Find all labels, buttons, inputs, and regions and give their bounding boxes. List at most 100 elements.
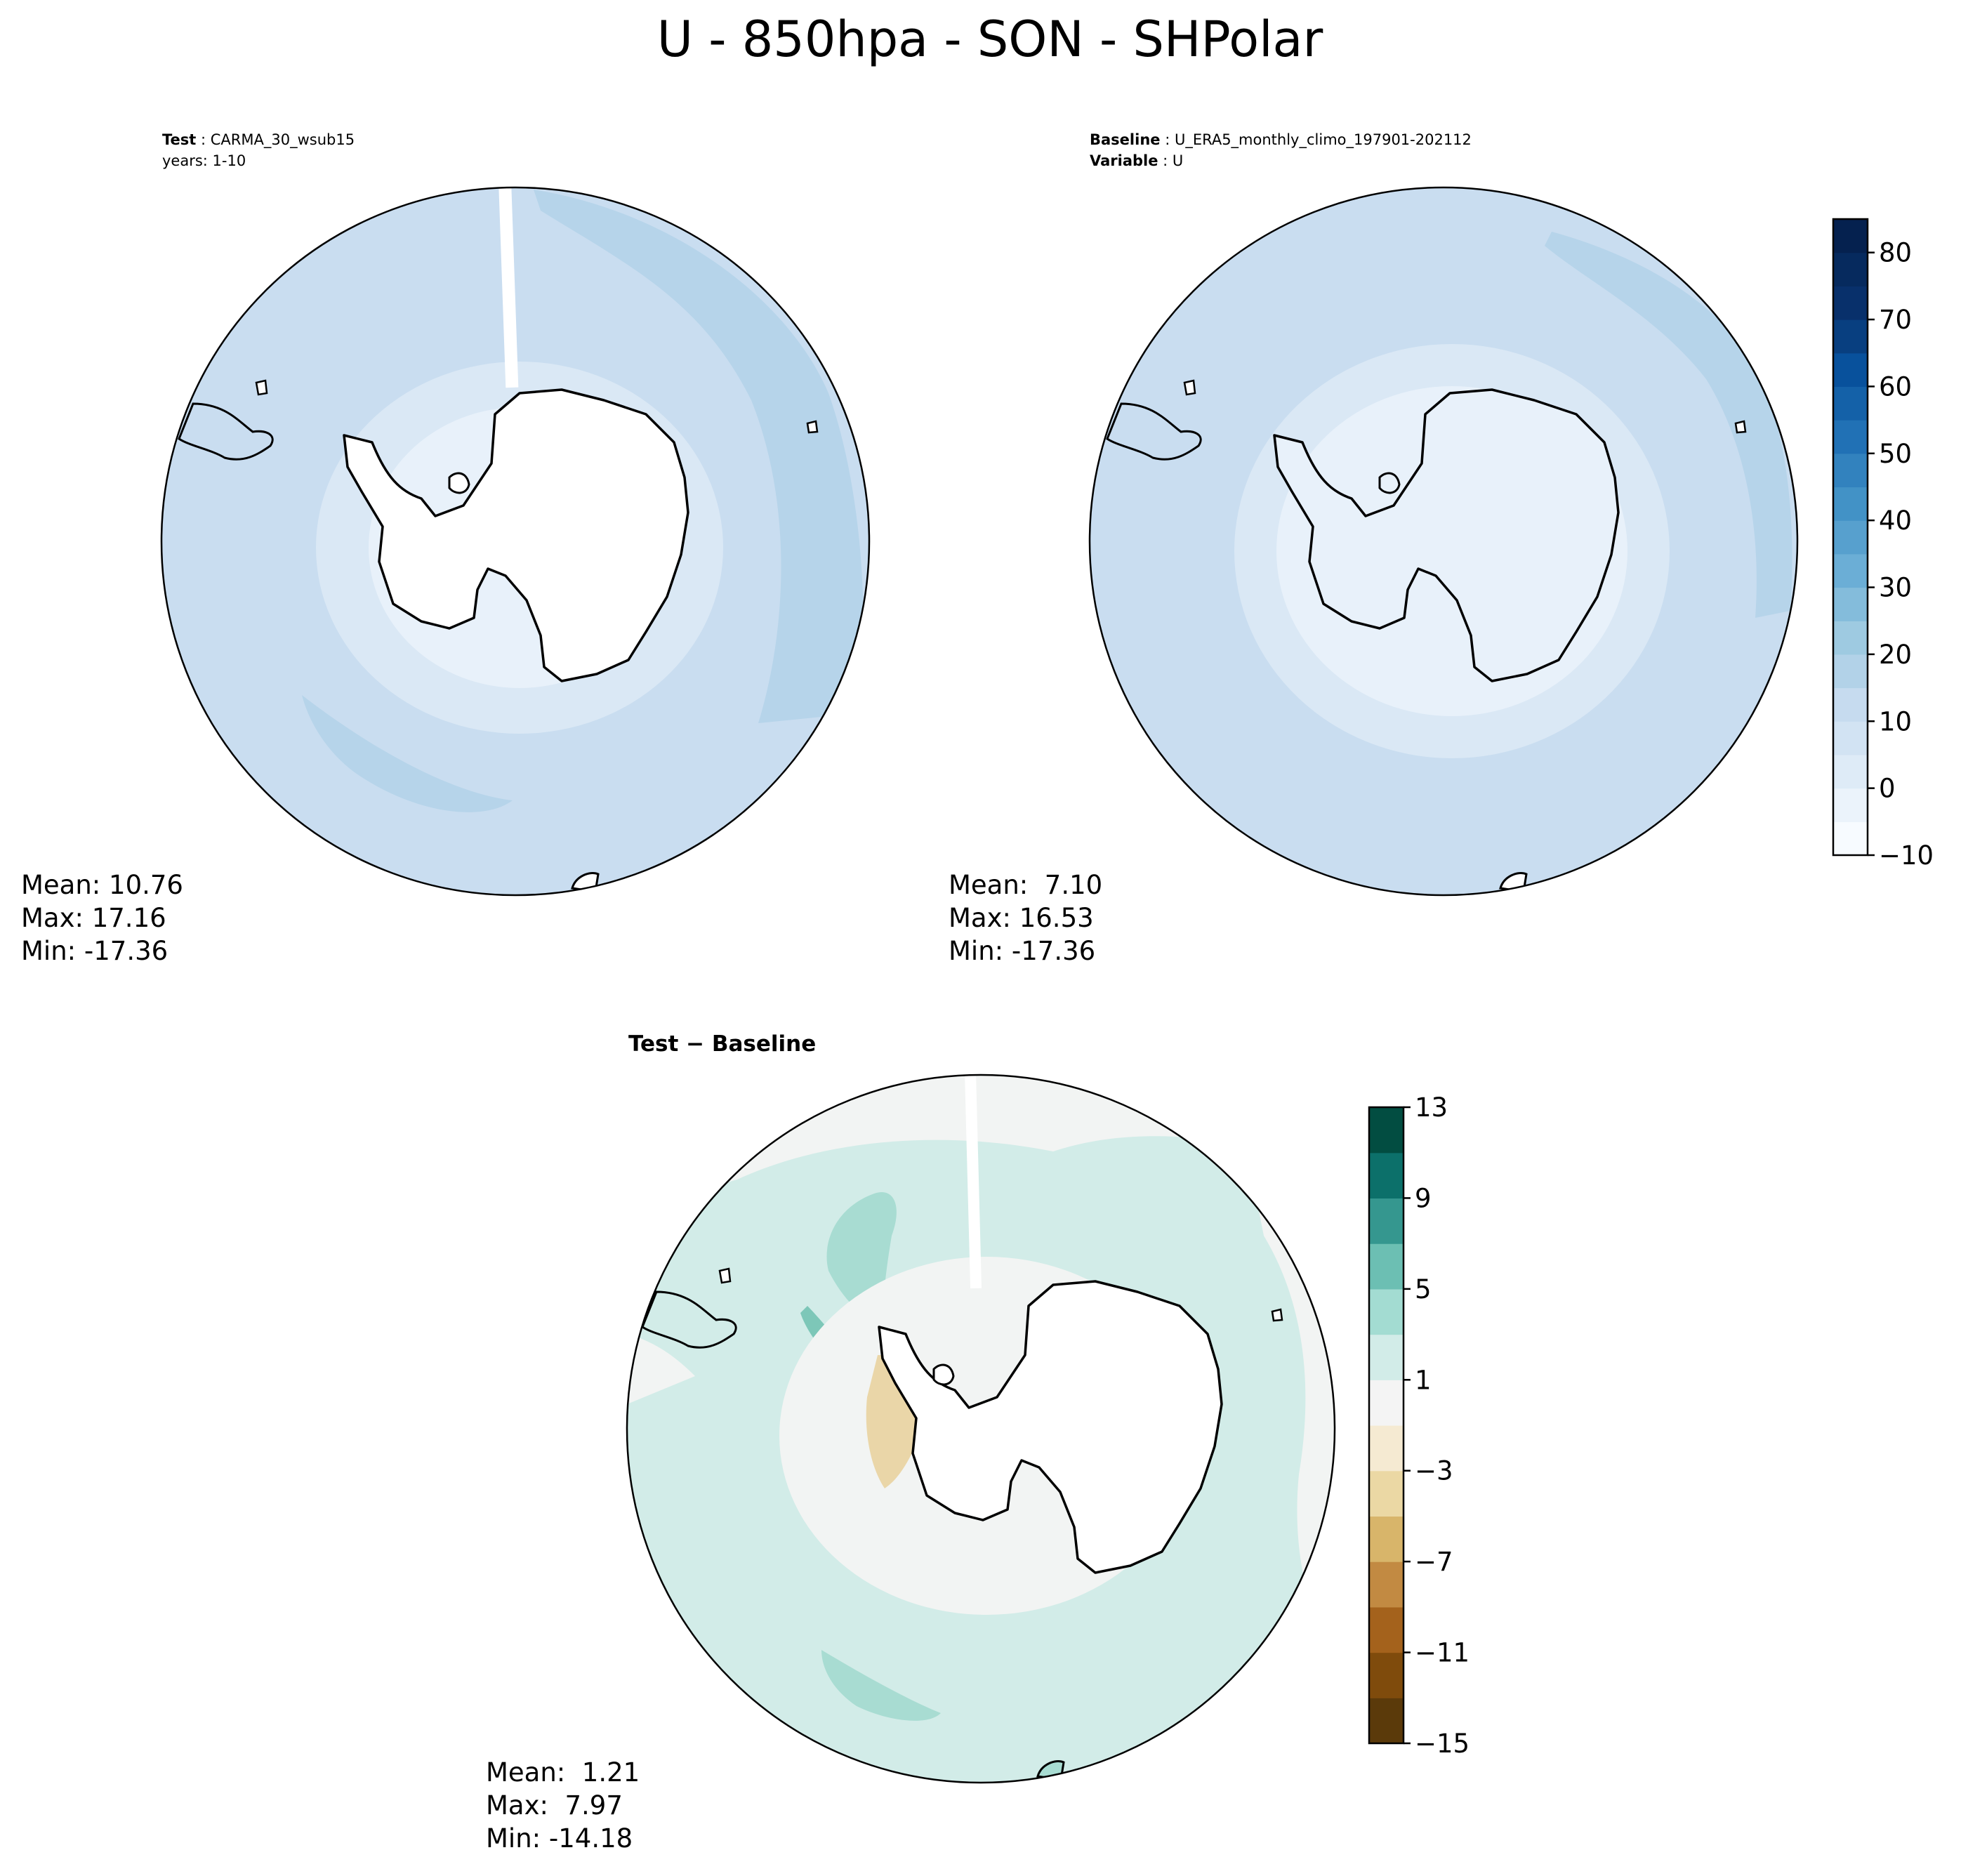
colorbar-bottom-segment — [1369, 1606, 1404, 1653]
baseline-south-america — [1106, 402, 1202, 461]
colorbar-bottom-tick-label: 9 — [1415, 1183, 1432, 1213]
test-header-value: CARMA_30_wsub15 — [211, 131, 355, 149]
colorbar-top-tick-label: 60 — [1879, 371, 1912, 402]
difference-south-america — [641, 1290, 737, 1349]
baseline-header-label: Baseline — [1090, 131, 1161, 148]
baseline-map-field — [1090, 187, 1797, 895]
figure-title: U - 850hpa - SON - SHPolar — [657, 11, 1323, 68]
baseline-antarctica-coast — [1273, 388, 1620, 682]
colorbar-top-tick-label: 0 — [1879, 774, 1896, 804]
panel-baseline: Baseline : U_ERA5_monthly_climo_197901-2… — [949, 131, 1799, 966]
colorbar-top-segment — [1833, 754, 1868, 789]
colorbar-top-segment — [1833, 319, 1868, 354]
colorbar-top-segment — [1833, 420, 1868, 454]
colorbar-bottom-segment — [1369, 1107, 1404, 1154]
colorbar-top-tick-label: 70 — [1879, 305, 1912, 335]
colorbar-bottom-segment — [1369, 1516, 1404, 1562]
colorbar-bottom-segment — [1369, 1561, 1404, 1608]
colorbar-top-segment — [1833, 453, 1868, 488]
test-falklands — [255, 379, 268, 396]
colorbar-bottom-segment — [1369, 1198, 1404, 1244]
test-field-band-high-2 — [302, 695, 513, 812]
colorbar-bottom-ticks: 13 9 5 1 −3 −7 −11 −15 — [1404, 1092, 1470, 1759]
colorbar-top-segment — [1833, 386, 1868, 421]
colorbar-top-segment — [1833, 821, 1868, 856]
colorbar-bottom-tick-label: −11 — [1415, 1638, 1470, 1668]
colorbar-bottom-segment — [1369, 1698, 1404, 1744]
baseline-stat-max: Max: 16.53 — [949, 903, 1094, 933]
test-map-boundary — [160, 186, 871, 897]
colorbar-top-segment — [1833, 487, 1868, 521]
test-header-line1: Test : CARMA_30_wsub15 — [162, 131, 355, 149]
colorbar-top-segment — [1833, 788, 1868, 822]
baseline-island — [1378, 472, 1401, 494]
test-stat-min: Min: -17.36 — [21, 936, 168, 966]
colorbar-bottom-segment — [1369, 1288, 1404, 1335]
baseline-header-line1: Baseline : U_ERA5_monthly_climo_197901-2… — [1090, 131, 1472, 149]
baseline-variable-value: U — [1173, 152, 1183, 169]
difference-stat-min: Min: -14.18 — [486, 1823, 633, 1854]
colorbar-top-tick-label: 40 — [1879, 506, 1912, 536]
difference-stat-mean: Mean: 1.21 — [486, 1757, 640, 1788]
colorbar-top-tick-label: 80 — [1879, 238, 1912, 268]
panel-difference: Test − Baseline Mean: 1.21 Max: 7.97 Min… — [486, 1031, 1336, 1854]
difference-falklands — [718, 1267, 732, 1284]
difference-missing-gap — [964, 1075, 982, 1289]
colorbar-top-tick-label: −10 — [1879, 840, 1934, 871]
colorbar-bottom-segment — [1369, 1470, 1404, 1517]
difference-title: Test − Baseline — [628, 1031, 816, 1057]
colorbar-bottom-tick-label: −15 — [1415, 1729, 1470, 1759]
colorbar-bottom-segment — [1369, 1334, 1404, 1380]
colorbar-top-segment — [1833, 587, 1868, 621]
colorbar-top-segment — [1833, 286, 1868, 320]
difference-kerguelen — [1271, 1308, 1283, 1322]
test-kerguelen — [806, 420, 819, 434]
colorbar-top-tick-label: 10 — [1879, 706, 1912, 736]
colorbar-bottom: 13 9 5 1 −3 −7 −11 −15 — [1368, 1092, 1470, 1759]
colorbar-bottom-segment — [1369, 1425, 1404, 1472]
baseline-stat-mean: Mean: 7.10 — [949, 870, 1102, 900]
baseline-variable-label: Variable — [1090, 152, 1158, 169]
difference-antarctica-coast — [878, 1280, 1223, 1574]
colorbar-top-segment — [1833, 553, 1868, 588]
colorbar-top-frame — [1832, 218, 1869, 857]
test-map-field — [161, 187, 869, 895]
difference-field-neutral-left — [627, 1334, 695, 1404]
colorbar-bottom-tick-label: 13 — [1415, 1092, 1448, 1123]
colorbar-bottom-tick-label: −7 — [1415, 1547, 1453, 1577]
colorbar-bottom-segments — [1369, 1107, 1404, 1744]
colorbar-top-segment — [1833, 687, 1868, 722]
test-island — [448, 472, 470, 494]
test-header-years: years: 1-10 — [162, 152, 246, 169]
colorbar-bottom-segment — [1369, 1380, 1404, 1426]
colorbar-top-segment — [1833, 252, 1868, 286]
colorbar-top-segment — [1833, 219, 1868, 253]
colorbar-top-tick-label: 20 — [1879, 640, 1912, 670]
colorbar-top: 80 70 60 50 40 30 20 10 0 −10 — [1832, 218, 1934, 871]
colorbar-bottom-segment — [1369, 1243, 1404, 1290]
colorbar-top-tick-label: 30 — [1879, 573, 1912, 603]
baseline-stat-min: Min: -17.36 — [949, 936, 1095, 966]
test-header-label: Test — [162, 131, 196, 148]
difference-stat-max: Max: 7.97 — [486, 1790, 623, 1821]
baseline-kerguelen — [1734, 420, 1747, 434]
colorbar-bottom-frame — [1368, 1106, 1405, 1745]
colorbar-top-segment — [1833, 721, 1868, 755]
difference-map-boundary — [626, 1074, 1336, 1784]
difference-island — [932, 1363, 955, 1386]
test-antarctica-coast — [343, 388, 689, 682]
colorbar-bottom-tick-label: 5 — [1415, 1274, 1432, 1304]
colorbar-top-segment — [1833, 520, 1868, 555]
colorbar-bottom-tick-label: −3 — [1415, 1456, 1453, 1486]
test-south-america — [178, 402, 274, 461]
test-stat-mean: Mean: 10.76 — [21, 870, 183, 900]
baseline-falklands — [1183, 379, 1196, 396]
colorbar-top-ticks: 80 70 60 50 40 30 20 10 0 −10 — [1868, 238, 1934, 871]
colorbar-bottom-tick-label: 1 — [1415, 1365, 1432, 1395]
panel-test: Test : CARMA_30_wsub15 years: 1-10 Mean:… — [21, 131, 871, 966]
colorbar-top-segment — [1833, 352, 1868, 388]
difference-field-positive-south — [821, 1650, 941, 1721]
colorbar-bottom-segment — [1369, 1652, 1404, 1698]
